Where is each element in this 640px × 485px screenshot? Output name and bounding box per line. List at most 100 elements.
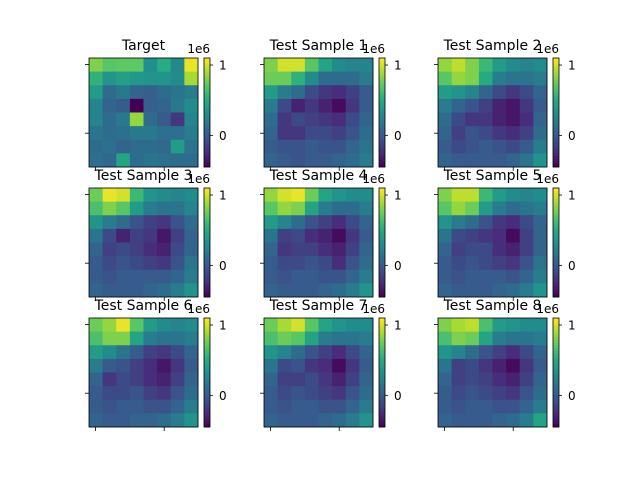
- panel-5-colorbar-segment: [379, 190, 385, 194]
- panel-9-cell: [506, 413, 521, 428]
- panel-7-colorbar-tick-label: 0: [219, 389, 227, 403]
- panel-8-colorbar-segment: [379, 364, 385, 368]
- panel-6-cell: [451, 228, 466, 243]
- panel-2-cell: [264, 98, 279, 113]
- panel-6-cell: [506, 242, 521, 257]
- panel-3-cell: [438, 98, 453, 113]
- panel-1-cell: [157, 58, 172, 73]
- panel-1-cell: [116, 58, 131, 73]
- panel-3-cell: [519, 71, 534, 86]
- panel-9-cell: [506, 386, 521, 401]
- panel-5-cell: [359, 269, 374, 284]
- panel-9-cell: [533, 399, 548, 414]
- panel-2-colorbar-segment: [379, 87, 385, 92]
- panel-8-cell: [359, 358, 374, 373]
- panel-2-cell: [304, 139, 319, 154]
- panel-1-colorbar-segment: [204, 153, 210, 157]
- panel-3-cell: [451, 58, 466, 73]
- panel-8-cell: [345, 372, 360, 387]
- panel-2-colorbar-segment: [379, 147, 385, 152]
- panel-4-colorbar-segment: [204, 250, 210, 254]
- panel-1-cell: [102, 139, 117, 154]
- panel-4-cell: [184, 201, 199, 216]
- panel-3-colorbar-segment: [553, 161, 559, 165]
- panel-7-colorbar-segment: [204, 345, 210, 349]
- panel-6-cell: [519, 242, 534, 257]
- panel-8-cell: [291, 345, 306, 360]
- panel-7-cell: [184, 318, 199, 333]
- panel-2-cell: [345, 98, 360, 113]
- panel-4-cell: [102, 256, 117, 271]
- panel-6-colorbar-tick-label: 1: [568, 189, 576, 203]
- panel-9-cell: [533, 413, 548, 428]
- panel-6-cell: [465, 215, 480, 230]
- panel-5-cell: [277, 283, 292, 298]
- panel-3-cell: [533, 139, 548, 154]
- panel-3-colorbar-segment: [553, 104, 559, 108]
- panel-4-cell: [129, 188, 144, 203]
- panel-6-cell: [533, 201, 548, 216]
- panel-3-cell: [438, 139, 453, 154]
- panel-3-colorbar-segment: [553, 142, 559, 146]
- panel-5-cell: [318, 269, 333, 284]
- panel-5-colorbar-segment: [379, 188, 385, 192]
- panel-8-colorbar-segment: [379, 320, 385, 324]
- panel-6-colorbar-segment: [553, 207, 559, 211]
- panel-1-cell: [170, 71, 185, 86]
- panel-7-cell: [129, 331, 144, 346]
- panel-9-cell: [451, 345, 466, 360]
- panel-1-colorbar-segment: [204, 66, 210, 70]
- panel-6-colorbar-frame: [552, 187, 560, 298]
- panel-5-colorbar-segment: [379, 253, 385, 257]
- panel-1-cell: [129, 71, 144, 86]
- panel-9-cell: [492, 386, 507, 401]
- panel-4-cell: [184, 269, 199, 284]
- panel-5-colorbar-segment: [379, 234, 385, 238]
- panel-4-cell: [184, 228, 199, 243]
- panel-6-cell: [506, 201, 521, 216]
- panel-3-colorbar-segment: [553, 85, 559, 89]
- panel-5-cell: [318, 256, 333, 271]
- panel-6-cell: [438, 283, 453, 298]
- panel-9-cell: [533, 331, 548, 346]
- panel-9-colorbar-segment: [553, 397, 559, 401]
- panel-2-cell: [345, 71, 360, 86]
- panel-5-colorbar-segment: [379, 267, 385, 271]
- panel-1-cell: [102, 98, 117, 113]
- panel-1-colorbar-segment: [204, 60, 210, 64]
- panel-5-colorbar-segment: [379, 250, 385, 254]
- panel-7-colorbar-segment: [204, 421, 210, 425]
- panel-6-cell: [506, 228, 521, 243]
- panel-9-cell: [519, 358, 534, 373]
- panel-8-cell: [291, 318, 306, 333]
- panel-2-colorbar-segment: [379, 71, 385, 75]
- panel-3-colorbar-segment: [553, 66, 559, 70]
- panel-9-colorbar-segment: [553, 386, 559, 390]
- panel-7-cell: [102, 358, 117, 373]
- panel-4-colorbar-segment: [204, 204, 210, 208]
- panel-1-cell: [157, 139, 172, 154]
- panel-4-colorbar-segment: [204, 212, 210, 216]
- panel-4-colorbar-segment: [204, 226, 210, 230]
- panel-2-cell: [277, 139, 292, 154]
- panel-9-cell: [519, 331, 534, 346]
- panel-6-cell: [465, 228, 480, 243]
- panel-3-cell: [438, 71, 453, 86]
- panel-3-colorbar-segment: [553, 74, 559, 78]
- panel-3-cell: [438, 58, 453, 73]
- panel-2-colorbar-segment: [379, 145, 385, 149]
- panel-2-cell: [291, 139, 306, 154]
- panel-3-cell: [492, 85, 507, 100]
- panel-9-cell: [492, 345, 507, 360]
- panel-1-colorbar-segment: [204, 112, 210, 116]
- panel-2-colorbar-frame: [378, 57, 386, 168]
- panel-2-colorbar-segment: [379, 68, 385, 73]
- panel-8-frame: [263, 317, 374, 428]
- panel-2-cell: [277, 58, 292, 73]
- panel-8-colorbar-segment: [379, 331, 385, 335]
- panel-3-cell: [465, 139, 480, 154]
- panel-6-colorbar-segment: [553, 291, 559, 295]
- panel-1-colorbar-segment: [204, 164, 210, 168]
- panel-7-colorbar-segment: [204, 397, 210, 401]
- panel-6-cell: [533, 242, 548, 257]
